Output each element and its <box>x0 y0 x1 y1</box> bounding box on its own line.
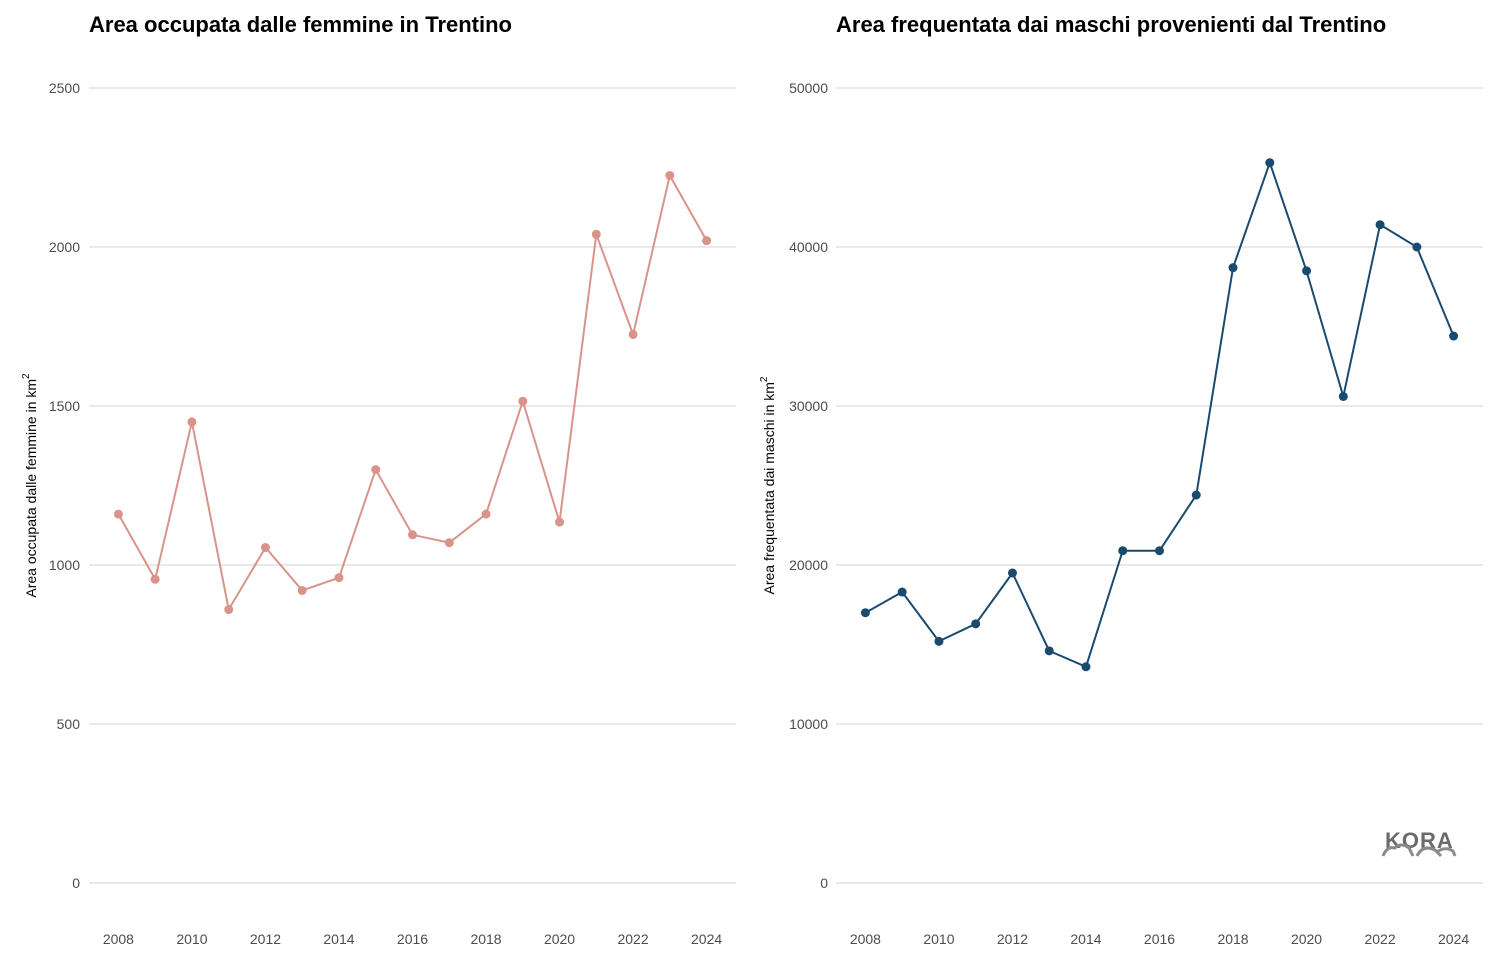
data-point <box>371 465 381 475</box>
data-point <box>1007 568 1017 578</box>
x-tick-label: 2016 <box>397 931 428 947</box>
data-point <box>1412 242 1422 252</box>
x-tick-label: 2016 <box>1144 931 1175 947</box>
y-tick-label: 2500 <box>49 80 80 96</box>
data-point <box>334 573 344 583</box>
data-point <box>1265 158 1275 168</box>
data-point <box>971 619 981 629</box>
x-tick-label: 2014 <box>1070 931 1101 947</box>
y-tick-label: 1000 <box>49 557 80 573</box>
data-point <box>1118 546 1128 556</box>
data-point <box>1044 646 1054 656</box>
data-point <box>591 229 601 239</box>
data-point <box>628 329 638 339</box>
data-point <box>260 543 270 553</box>
chart-title-right: Area frequentata dai maschi provenienti … <box>836 12 1387 37</box>
x-tick-label: 2018 <box>1217 931 1248 947</box>
x-tick-label: 2008 <box>850 931 881 947</box>
data-point <box>555 517 565 527</box>
data-point <box>481 509 491 519</box>
y-tick-label: 10000 <box>789 716 828 732</box>
x-tick-label: 2022 <box>617 931 648 947</box>
kora-logo-animals-icon <box>1381 843 1457 858</box>
x-tick-label: 2012 <box>997 931 1028 947</box>
data-point <box>187 417 197 427</box>
y-tick-label: 30000 <box>789 398 828 414</box>
y-tick-label: 0 <box>72 875 80 891</box>
data-point <box>1155 546 1164 556</box>
data-point <box>150 574 160 584</box>
series-line <box>864 159 1455 669</box>
chart-title-left: Area occupata dalle femmine in Trentino <box>89 12 512 37</box>
data-point <box>702 236 712 246</box>
x-tick-label: 2020 <box>1291 931 1322 947</box>
data-point <box>408 530 417 540</box>
x-tick-label: 2010 <box>923 931 954 947</box>
chart-panel-females: 0 500 1000 1500 2000 2500 2008 2010 2012 2014 2016… <box>21 80 736 947</box>
y-tick-label: 0 <box>820 875 828 891</box>
y-tick-label: 50000 <box>789 80 828 96</box>
data-point <box>1191 490 1201 500</box>
y-tick-label: 20000 <box>789 557 828 573</box>
data-point <box>665 170 675 180</box>
data-point <box>1449 331 1459 341</box>
data-point <box>1375 220 1385 230</box>
data-point <box>1081 662 1091 672</box>
data-point <box>297 585 307 595</box>
data-point <box>113 509 123 519</box>
data-point <box>1228 263 1238 273</box>
x-tick-label: 2008 <box>103 931 134 947</box>
x-tick-label: 2020 <box>544 931 575 947</box>
data-point <box>224 605 234 615</box>
y-tick-label: 2000 <box>49 239 80 255</box>
y-axis-label: Area occupata dalle femmine in km2 <box>21 373 39 598</box>
y-tick-label: 500 <box>57 716 81 732</box>
series-line <box>117 172 708 613</box>
x-tick-label: 2010 <box>176 931 207 947</box>
x-tick-label: 2022 <box>1364 931 1395 947</box>
data-point <box>518 396 528 406</box>
data-point <box>897 587 907 597</box>
data-point <box>1338 391 1348 401</box>
data-point <box>934 636 944 646</box>
chart-panel-males: 0 10000 20000 30000 40000 50000 2008 2010 2012 20… <box>759 80 1483 947</box>
kora-logo: KORA <box>1381 828 1457 858</box>
x-tick-label: 2012 <box>250 931 281 947</box>
x-tick-label: 2024 <box>1438 931 1469 947</box>
x-tick-label: 2018 <box>470 931 501 947</box>
data-point <box>1302 266 1312 276</box>
x-tick-label: 2024 <box>691 931 722 947</box>
y-tick-label: 40000 <box>789 239 828 255</box>
y-tick-label: 1500 <box>49 398 80 414</box>
data-point <box>860 608 870 618</box>
x-tick-label: 2014 <box>323 931 354 947</box>
data-point <box>444 538 454 548</box>
y-axis-label: Area frequentata dai maschi in km2 <box>759 376 777 594</box>
